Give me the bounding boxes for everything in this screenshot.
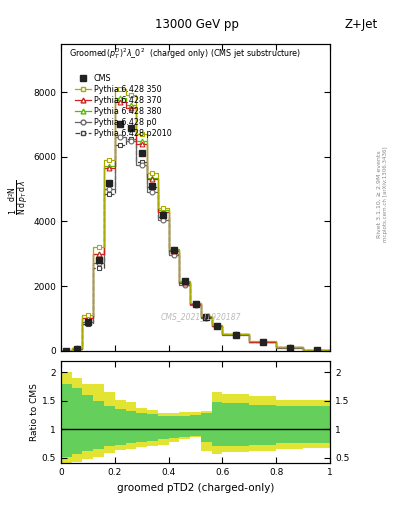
Text: 13000 GeV pp: 13000 GeV pp [154, 18, 239, 31]
Text: Groomed$(p_T^D)^2\lambda\_0^2$  (charged only) (CMS jet substructure): Groomed$(p_T^D)^2\lambda\_0^2$ (charged … [69, 47, 301, 61]
Text: CMS_2021_I1920187: CMS_2021_I1920187 [161, 312, 241, 322]
Text: mcplots.cern.ch [arXiv:1306.3436]: mcplots.cern.ch [arXiv:1306.3436] [383, 147, 387, 242]
Y-axis label: $\frac{1}{\mathrm{N}}\frac{\mathrm{d}^2\mathrm{N}}{\mathrm{d}\,p_T\,\mathrm{d}\,: $\frac{1}{\mathrm{N}}\frac{\mathrm{d}^2\… [7, 179, 30, 215]
Legend: CMS, Pythia 6.428 350, Pythia 6.428 370, Pythia 6.428 380, Pythia 6.428 p0, Pyth: CMS, Pythia 6.428 350, Pythia 6.428 370,… [73, 72, 173, 139]
X-axis label: groomed pTD2 (charged-only): groomed pTD2 (charged-only) [117, 483, 274, 493]
Text: Z+Jet: Z+Jet [344, 18, 377, 31]
Y-axis label: Ratio to CMS: Ratio to CMS [30, 383, 39, 441]
Text: Rivet 3.1.10, ≥ 2.9M events: Rivet 3.1.10, ≥ 2.9M events [377, 151, 382, 239]
